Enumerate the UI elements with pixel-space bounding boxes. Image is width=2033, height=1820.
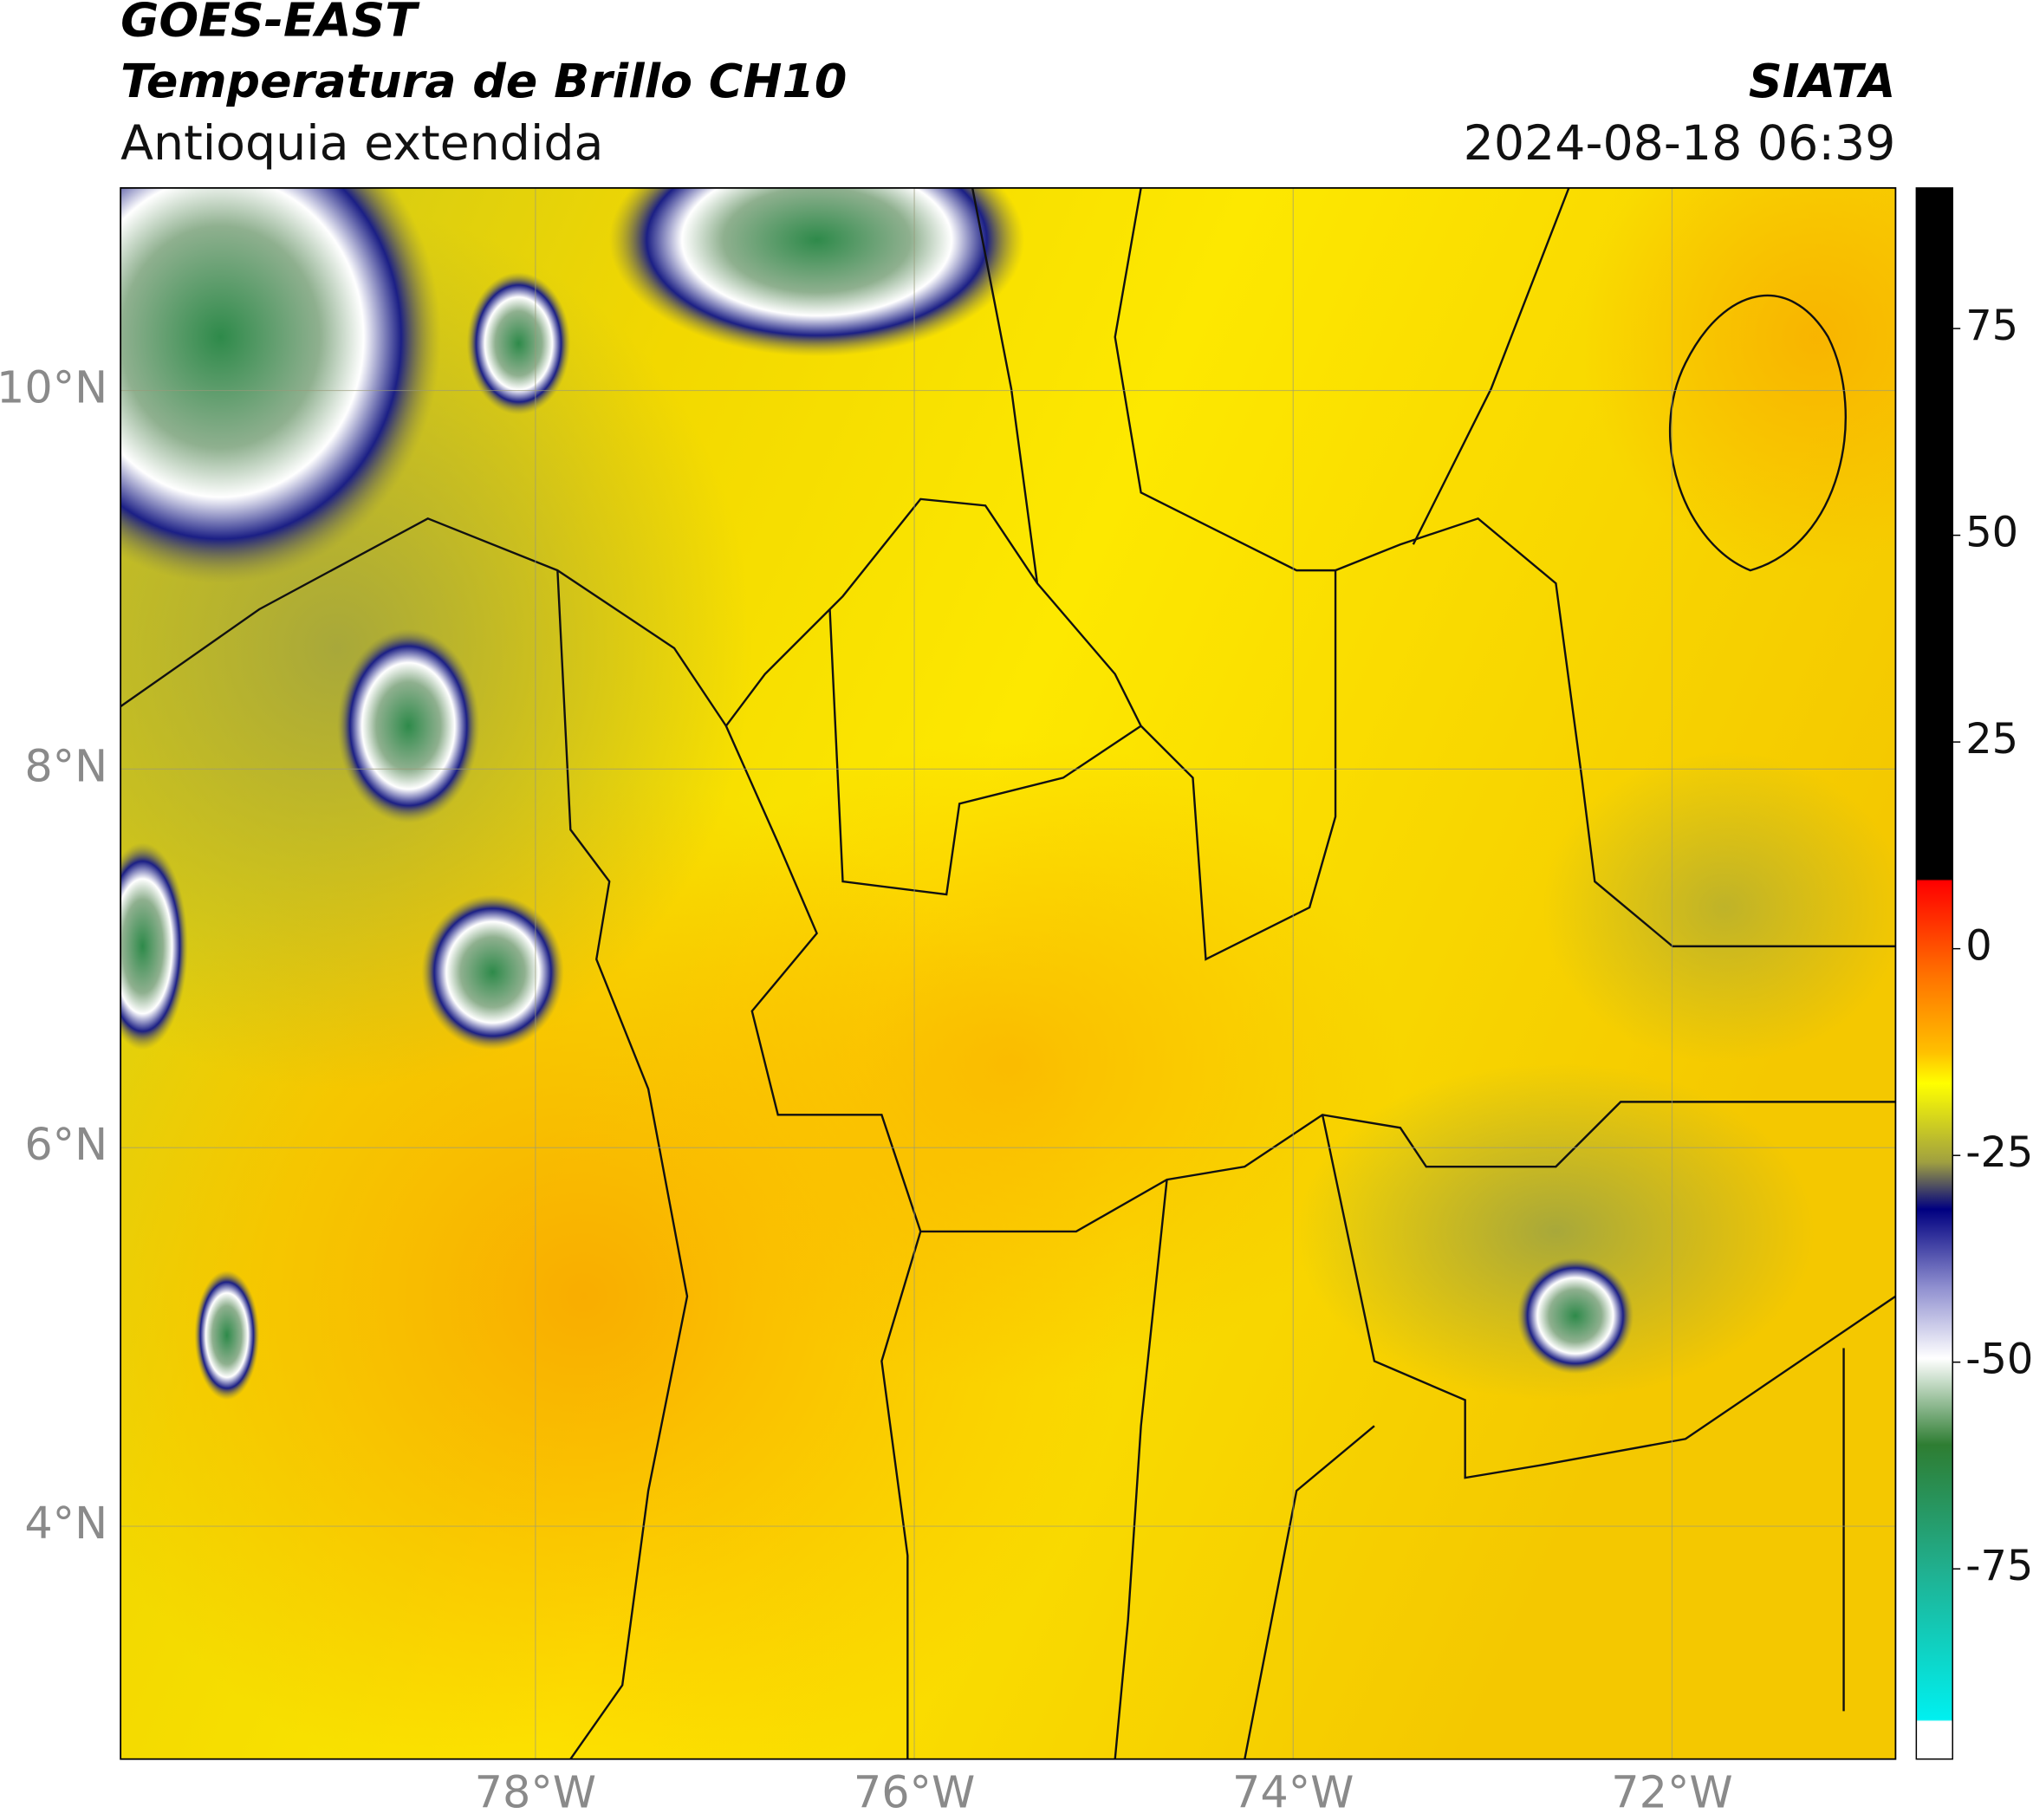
border: [556, 570, 689, 1759]
cloud: [466, 272, 571, 415]
colorbar: [1915, 187, 1953, 1760]
cloud: [609, 187, 1024, 357]
title: GOES-EAST: [120, 0, 420, 48]
source: SIATA: [1749, 54, 1896, 108]
cloud: [337, 628, 480, 823]
cold-area: [1543, 751, 1896, 1063]
map-frame: [120, 186, 1897, 1760]
cloud: [120, 187, 441, 583]
colorbar-tick-label: 25: [1965, 716, 2018, 764]
cloud: [194, 1270, 260, 1401]
cloud: [421, 894, 564, 1050]
map-image: [120, 187, 1896, 1759]
y-tick-label: 10°N: [0, 362, 107, 413]
y-tick-label: 8°N: [24, 740, 107, 791]
colorbar-tick-label: 75: [1965, 302, 2018, 350]
y-tick-label: 6°N: [24, 1119, 107, 1170]
graticule: [120, 187, 1896, 1759]
borders: [120, 187, 1896, 1759]
x-tick-label: 74°W: [1232, 1767, 1354, 1818]
cloud: [120, 842, 188, 1050]
border: [1668, 294, 1847, 572]
colorbar-tick-label: 50: [1965, 510, 2018, 557]
datetime: 2024-08-18 06:39: [1464, 116, 1896, 172]
border: [971, 187, 1570, 584]
border: [880, 1115, 1896, 1759]
warm-area: [622, 738, 1400, 1388]
warm-area: [1582, 187, 1896, 571]
subtitle: Temperatura de Brillo CH10: [120, 54, 847, 108]
cloud: [1517, 1257, 1634, 1375]
border: [1244, 1348, 1845, 1759]
y-tick-label: 4°N: [24, 1498, 107, 1549]
x-tick-label: 72°W: [1611, 1767, 1732, 1818]
x-tick-label: 76°W: [854, 1767, 975, 1818]
colorbar-tick-label: -25: [1965, 1129, 2033, 1177]
colorbar-tick-label: -50: [1965, 1336, 2033, 1384]
colorbar-tick-label: -75: [1965, 1543, 2033, 1590]
colorbar-tick-label: 0: [1965, 923, 1991, 971]
x-tick-label: 78°W: [475, 1767, 596, 1818]
region: Antioquia extendida: [120, 116, 603, 172]
border: [724, 725, 1896, 1233]
